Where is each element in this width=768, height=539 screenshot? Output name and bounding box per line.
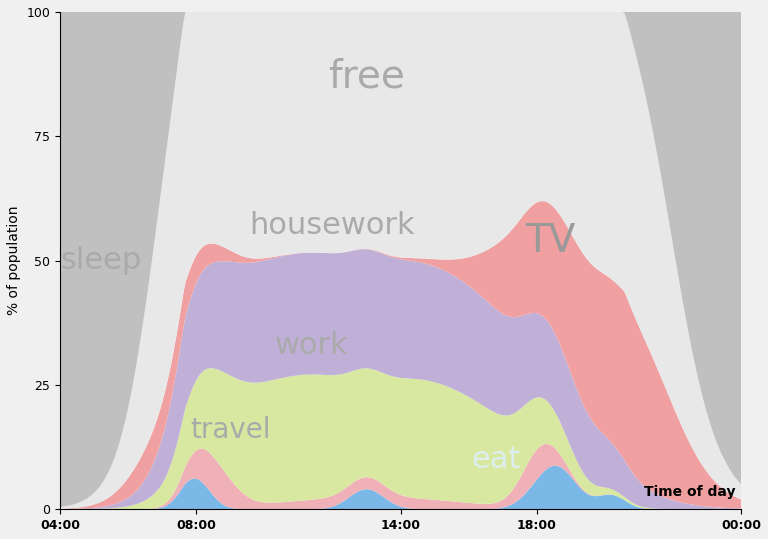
- Text: Time of day: Time of day: [644, 486, 736, 500]
- Y-axis label: % of population: % of population: [7, 206, 21, 315]
- Text: TV: TV: [525, 222, 575, 260]
- Text: eat: eat: [471, 445, 521, 474]
- Text: travel: travel: [190, 416, 270, 444]
- Text: housework: housework: [250, 211, 415, 240]
- Text: work: work: [275, 331, 349, 360]
- Text: sleep: sleep: [61, 246, 141, 275]
- Text: free: free: [328, 58, 405, 95]
